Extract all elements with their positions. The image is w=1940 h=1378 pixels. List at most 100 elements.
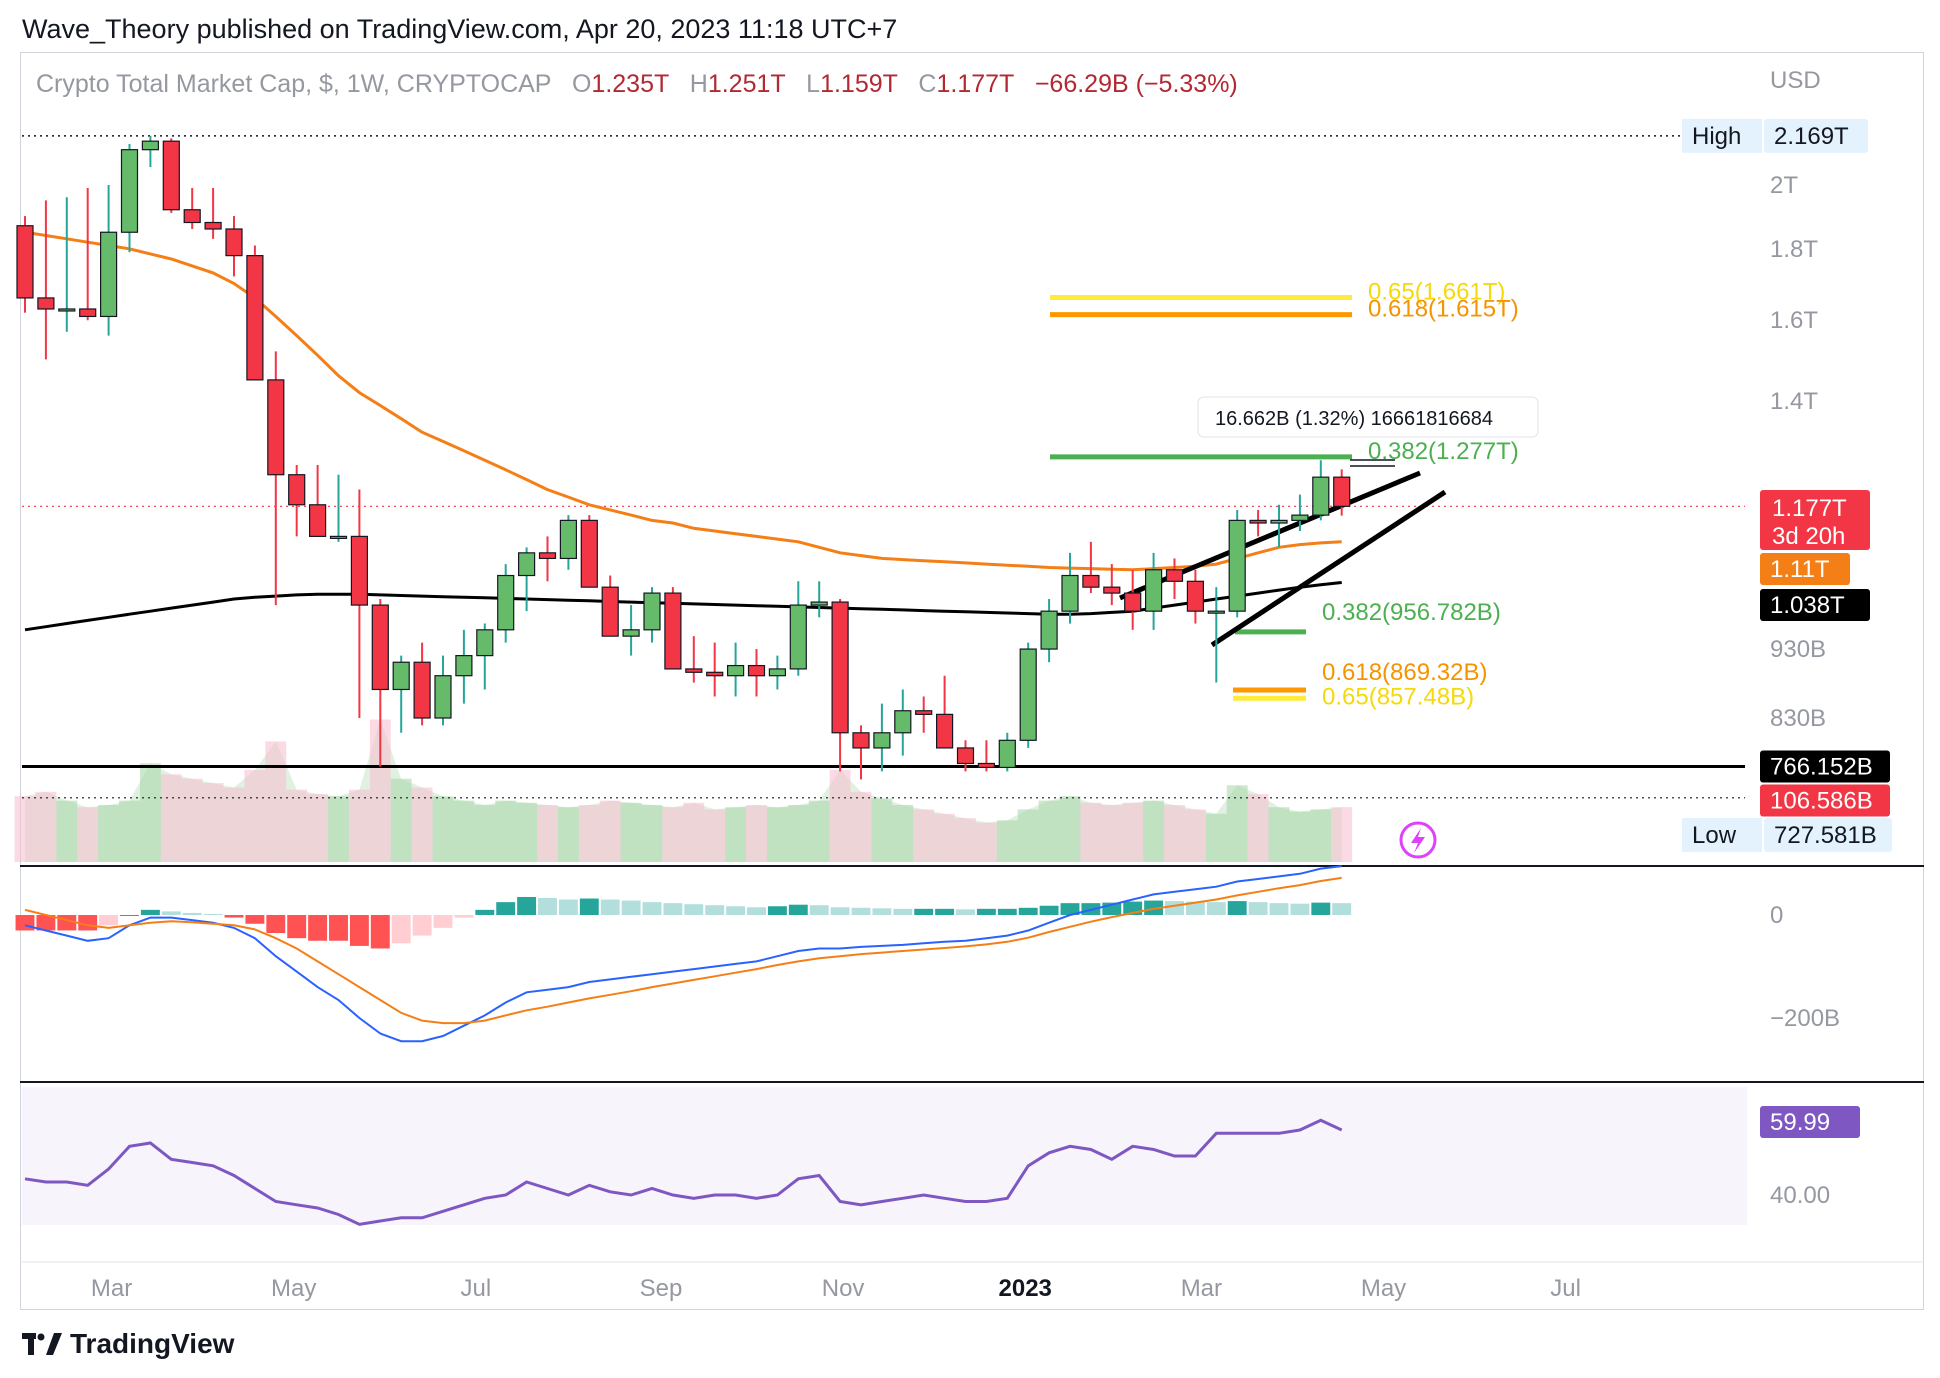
volume-bar xyxy=(98,805,120,862)
currency-label: USD xyxy=(1770,67,1821,94)
candle-body xyxy=(538,552,557,560)
macd-histogram-bar xyxy=(266,915,286,934)
candle-body xyxy=(225,228,243,257)
macd-histogram-bar xyxy=(182,912,202,915)
volume-bar xyxy=(975,822,997,862)
candle-body xyxy=(1270,519,1288,524)
volume-bar xyxy=(871,798,893,862)
price-tick-label: 1.6T xyxy=(1770,307,1818,334)
volume-bar xyxy=(1038,800,1060,862)
volume-bar xyxy=(77,807,99,862)
candle-body xyxy=(998,739,1016,769)
candle-body xyxy=(559,519,578,560)
candle-body xyxy=(288,474,306,506)
legend-low-label: L xyxy=(806,70,821,98)
low-badge-bg xyxy=(1682,818,1762,852)
macd-histogram-bar xyxy=(36,915,56,931)
lightning-glyph xyxy=(1411,828,1425,853)
candle-body xyxy=(413,661,431,719)
rsi-value-badge-bg xyxy=(1760,1106,1860,1138)
candle-body xyxy=(517,552,536,577)
volume-bar xyxy=(14,796,36,862)
macd-histogram-bar xyxy=(1227,901,1247,915)
candle-body xyxy=(789,604,807,670)
candle-body xyxy=(204,221,222,230)
macd-histogram-bar xyxy=(370,915,390,949)
macd-histogram-bar xyxy=(287,915,307,939)
rsi-line xyxy=(24,1118,1343,1226)
macd-histogram-bar xyxy=(893,908,913,915)
time-tick-label: May xyxy=(1361,1275,1406,1302)
macd-histogram-bar xyxy=(1269,903,1289,915)
candle-body xyxy=(956,747,975,765)
macd-histogram-bar xyxy=(809,905,829,915)
candle-body xyxy=(120,149,139,233)
macd-histogram-bar xyxy=(161,911,181,915)
candle-body xyxy=(915,710,933,715)
volume-bar xyxy=(411,787,433,862)
macd-zero-label: 0 xyxy=(1770,902,1783,929)
candle-body xyxy=(873,732,891,749)
volume-bar xyxy=(829,769,851,862)
volume-bar xyxy=(495,800,517,862)
macd-histogram-bar xyxy=(558,899,578,915)
candle-body xyxy=(1228,519,1246,612)
fib-level-label: 0.65(1.661T) xyxy=(1368,279,1505,306)
volume-bar xyxy=(348,789,370,862)
candle-body xyxy=(497,574,515,631)
candle-body xyxy=(79,308,97,318)
volume-bar xyxy=(202,783,224,862)
volume-bar xyxy=(160,774,182,862)
volume-bar xyxy=(578,805,600,862)
price-tick-label: 1.4T xyxy=(1770,388,1818,415)
macd-histogram-bar xyxy=(245,915,265,924)
candle-body xyxy=(1249,519,1267,524)
macd-histogram-bar xyxy=(391,915,411,944)
legend-open-label: O xyxy=(571,70,592,98)
volume-bar xyxy=(725,807,747,862)
macd-histogram-bar xyxy=(1018,907,1038,915)
volume-badge: 106.586B xyxy=(1770,788,1873,815)
moving-average-line xyxy=(24,581,1342,632)
brand-name: TradingView xyxy=(70,1328,235,1359)
volume-bar xyxy=(1017,809,1039,862)
macd-histogram-bar xyxy=(349,915,369,946)
macd-histogram-bar xyxy=(308,915,328,941)
macd-histogram-bar xyxy=(433,915,453,928)
measure-label: 16.662B (1.32%) 16661816684 xyxy=(1215,408,1493,430)
macd-histogram-bar xyxy=(517,896,537,915)
rsi-band xyxy=(22,1087,1747,1225)
macd-histogram-bar xyxy=(935,908,955,915)
macd-histogram-bar xyxy=(872,908,892,915)
tradingview-brand[interactable]: TradingView xyxy=(22,1328,234,1360)
candle-body xyxy=(267,379,285,476)
candle-body xyxy=(894,710,912,734)
support-badge: 766.152B xyxy=(1770,754,1873,781)
macd-histogram-bar xyxy=(203,913,223,915)
volume-bar xyxy=(620,802,642,862)
macd-histogram-bar xyxy=(538,898,557,915)
candle-body xyxy=(392,661,410,691)
volume-bar xyxy=(1080,802,1102,862)
time-tick-label: May xyxy=(271,1275,316,1302)
volume-bar xyxy=(934,813,956,862)
macd-histogram-bar xyxy=(1185,901,1205,915)
legend-close: 1.177T xyxy=(936,70,1014,98)
volume-bar xyxy=(1331,807,1353,862)
macd-histogram-bar xyxy=(496,902,516,915)
legend-close-label: C xyxy=(918,70,937,98)
volume-bar xyxy=(56,800,78,862)
macd-histogram-bar xyxy=(621,900,641,915)
volume-bar xyxy=(1310,809,1332,862)
fib-level-label: 0.65(857.48B) xyxy=(1322,683,1474,710)
high-value-bg xyxy=(1764,118,1868,153)
volume-bar xyxy=(662,807,684,862)
ma-black-badge: 1.038T xyxy=(1770,592,1845,619)
macd-signal-line xyxy=(24,876,1342,1025)
candle-body xyxy=(162,140,180,211)
low-value-bg xyxy=(1764,818,1892,852)
macd-histogram-bar xyxy=(1206,902,1226,915)
macd-histogram-bar xyxy=(956,909,975,915)
high-value: 2.169T xyxy=(1774,123,1849,150)
